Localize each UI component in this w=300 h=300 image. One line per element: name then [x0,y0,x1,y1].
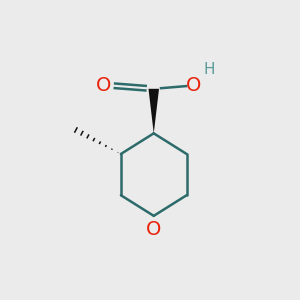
Text: H: H [203,61,215,76]
Polygon shape [148,89,159,133]
Text: O: O [96,76,111,95]
Text: O: O [146,220,161,238]
Text: O: O [186,76,201,95]
